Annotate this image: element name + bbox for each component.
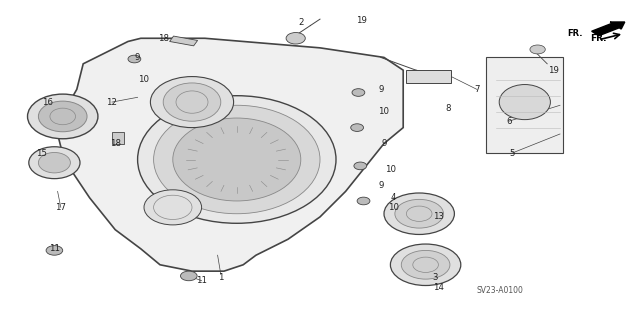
Ellipse shape [46, 246, 63, 255]
Text: 3: 3 [433, 273, 438, 282]
Text: 14: 14 [433, 283, 444, 292]
Ellipse shape [163, 83, 221, 121]
Text: 11: 11 [196, 276, 207, 285]
Ellipse shape [180, 271, 197, 281]
Text: 18: 18 [157, 34, 169, 43]
Text: 4: 4 [391, 193, 396, 202]
Ellipse shape [390, 244, 461, 286]
Polygon shape [58, 38, 403, 271]
Text: 9: 9 [381, 139, 387, 148]
Text: 19: 19 [356, 16, 367, 25]
Ellipse shape [351, 124, 364, 131]
Text: 10: 10 [388, 203, 399, 212]
Ellipse shape [29, 147, 80, 179]
FancyArrow shape [591, 22, 625, 36]
Ellipse shape [38, 101, 87, 132]
Text: 12: 12 [106, 98, 118, 107]
Text: SV23-A0100: SV23-A0100 [477, 286, 524, 295]
Text: 18: 18 [109, 139, 121, 148]
Text: 16: 16 [42, 98, 54, 107]
Text: 8: 8 [445, 104, 451, 113]
Text: 13: 13 [433, 212, 444, 221]
Text: 15: 15 [36, 149, 47, 158]
Ellipse shape [154, 105, 320, 214]
Ellipse shape [150, 77, 234, 128]
Bar [406, 70, 451, 83]
Ellipse shape [401, 250, 450, 279]
Text: 10: 10 [385, 165, 396, 174]
Text: 9: 9 [378, 85, 383, 94]
Text: FR.: FR. [567, 29, 582, 38]
Ellipse shape [357, 197, 370, 205]
Text: 5: 5 [509, 149, 515, 158]
Ellipse shape [28, 94, 98, 139]
Text: 10: 10 [378, 107, 390, 116]
Text: 9: 9 [135, 53, 140, 62]
Text: 9: 9 [378, 181, 383, 189]
Polygon shape [486, 57, 563, 153]
Ellipse shape [352, 89, 365, 96]
Ellipse shape [286, 33, 305, 44]
Ellipse shape [138, 96, 336, 223]
Ellipse shape [354, 162, 367, 170]
Ellipse shape [499, 85, 550, 120]
Text: 6: 6 [506, 117, 511, 126]
Text: 19: 19 [548, 66, 559, 75]
Ellipse shape [38, 152, 70, 173]
Ellipse shape [530, 45, 545, 54]
Ellipse shape [128, 55, 141, 63]
Text: 2: 2 [298, 18, 303, 27]
Text: 17: 17 [55, 203, 67, 212]
Text: FR.: FR. [590, 34, 607, 43]
Bar [170, 36, 198, 46]
Text: 7: 7 [474, 85, 479, 94]
Text: 1: 1 [218, 273, 223, 282]
Bar [112, 132, 124, 144]
Ellipse shape [384, 193, 454, 234]
Ellipse shape [144, 190, 202, 225]
Text: 10: 10 [138, 75, 150, 84]
Ellipse shape [173, 118, 301, 201]
Ellipse shape [395, 199, 444, 228]
Text: 11: 11 [49, 244, 60, 253]
